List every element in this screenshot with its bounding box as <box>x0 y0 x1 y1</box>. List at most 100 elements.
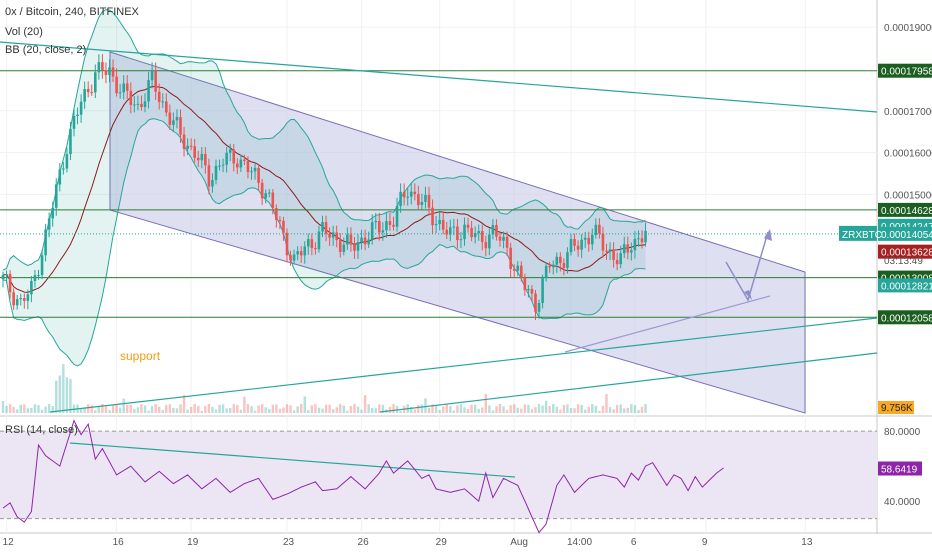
candle-body <box>406 196 409 198</box>
volume-bar <box>83 407 86 413</box>
candle-body <box>594 224 598 235</box>
candle-body <box>537 302 541 312</box>
candle-body <box>520 265 523 278</box>
candle-body <box>154 70 157 92</box>
candle-body <box>530 288 534 294</box>
volume-bar <box>473 404 477 413</box>
rsi-band <box>0 431 877 519</box>
price-level-label: 0.00012058 <box>881 313 932 324</box>
symbol-tag: ZRXBTC <box>842 230 882 241</box>
volume-bar <box>90 405 93 413</box>
candle-body <box>516 265 520 271</box>
candle-body <box>640 238 644 243</box>
volume-bar <box>544 400 548 413</box>
candle-body <box>495 225 498 237</box>
volume-bar <box>555 406 558 413</box>
candle-body <box>196 157 200 161</box>
candle-body <box>264 193 267 199</box>
projected-trendline <box>564 295 771 353</box>
price-level-badge <box>878 244 932 259</box>
volume-bar <box>129 404 132 413</box>
candle-body <box>175 117 179 121</box>
candle-body <box>569 239 573 253</box>
volume-bar <box>296 406 299 413</box>
candle-body <box>271 192 275 209</box>
candle-body <box>51 207 54 219</box>
volume-bar <box>516 407 519 413</box>
time-axis-tick-label: Aug <box>510 537 528 548</box>
candle-body <box>449 227 452 235</box>
volume-bar <box>292 410 296 413</box>
candle-body <box>285 232 289 256</box>
candle-body <box>143 101 147 108</box>
volume-bar <box>498 404 502 413</box>
volume-bar <box>12 406 15 413</box>
volume-bar <box>143 405 147 413</box>
candle-body <box>228 149 232 153</box>
candle-body <box>477 231 480 234</box>
volume-bar <box>268 409 271 413</box>
candle-body <box>566 252 569 268</box>
volume-bar <box>644 404 647 413</box>
volume-bar <box>189 406 193 413</box>
candle-body <box>250 171 253 173</box>
candle-body <box>267 192 271 194</box>
candle-body <box>65 154 69 169</box>
volume-bar <box>229 407 232 413</box>
candle-body <box>630 250 633 253</box>
volume-bar <box>410 407 413 413</box>
volume-bar <box>193 404 196 413</box>
candle-body <box>314 248 317 250</box>
candle-body <box>186 145 189 149</box>
volume-bar <box>126 404 129 413</box>
volume-bar <box>204 405 207 413</box>
volume-bar <box>55 380 58 413</box>
candle-body <box>30 280 33 295</box>
time-axis-tick-label: 29 <box>436 537 448 548</box>
candle-body <box>193 146 196 158</box>
symbol-title[interactable]: 0x / Bitcoin, 240, BITFINEX <box>5 6 139 18</box>
candle-body <box>165 101 168 113</box>
candle-body <box>19 298 23 300</box>
volume-bar <box>562 405 566 413</box>
candle-body <box>303 246 307 256</box>
volume-bar <box>573 408 576 413</box>
price-axis-tick-label: 0.00019000 <box>884 23 932 34</box>
volume-bar <box>584 409 587 413</box>
volume-bar <box>513 404 516 413</box>
candle-body <box>420 201 424 205</box>
volume-bar <box>470 404 473 413</box>
candle-body <box>94 72 97 93</box>
volume-indicator-label[interactable]: Vol (20) <box>5 26 43 38</box>
candle-body <box>296 251 299 255</box>
candle-body <box>79 101 83 115</box>
volume-bar <box>477 408 480 413</box>
volume-bar <box>133 409 136 413</box>
candle-body <box>278 219 282 221</box>
volume-bar <box>346 410 349 413</box>
time-axis-tick-label: 23 <box>283 537 295 548</box>
bollinger-indicator-label[interactable]: BB (20, close, 2) <box>5 44 87 56</box>
volume-bar <box>158 406 161 413</box>
volume-bar <box>541 405 544 413</box>
volume-bar <box>537 404 541 413</box>
candle-body <box>356 242 360 251</box>
volume-bar <box>559 409 562 413</box>
candle-body <box>58 169 62 185</box>
time-axis-tick-label: 16 <box>113 537 125 548</box>
rsi-indicator-label[interactable]: RSI (14, close) <box>5 424 78 436</box>
volume-bar <box>459 404 463 413</box>
price-axis-tick-label: 0.00016000 <box>884 149 932 160</box>
bollinger-lower <box>2 118 646 367</box>
volume-bar <box>154 404 157 413</box>
candle-body <box>459 239 463 241</box>
candle-body <box>253 167 257 172</box>
volume-bar <box>47 404 51 413</box>
volume-bar <box>552 404 555 413</box>
volume-bar <box>399 410 402 413</box>
candle-body <box>480 231 484 243</box>
volume-bar <box>239 409 243 413</box>
volume-bar <box>619 404 622 413</box>
volume-bar <box>615 404 619 413</box>
